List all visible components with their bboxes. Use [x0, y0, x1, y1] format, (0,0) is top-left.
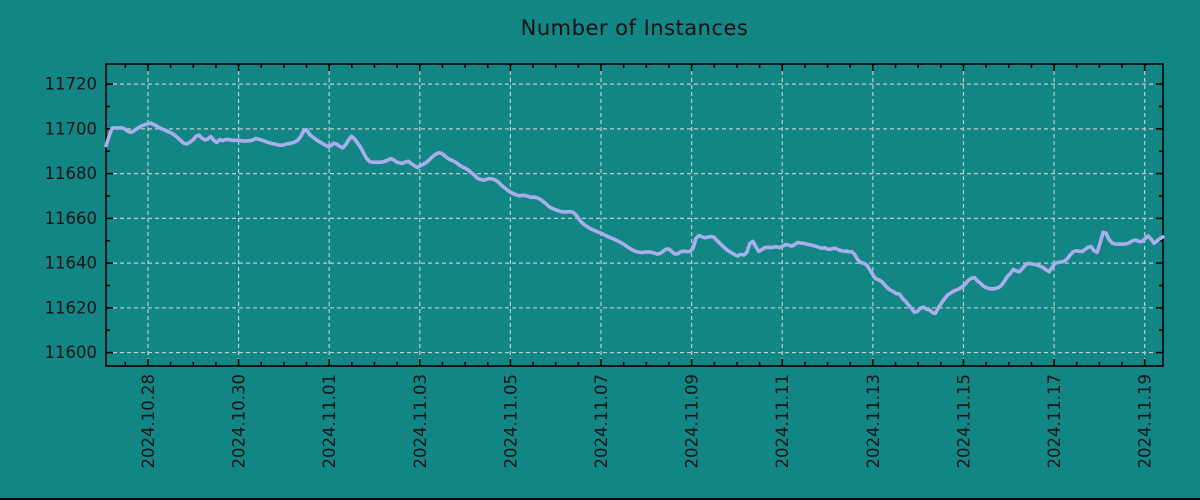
x-axis-tick-label: 2024.11.19: [1136, 374, 1155, 468]
chart-title: Number of Instances: [520, 16, 749, 40]
y-axis-tick-label: 11620: [45, 298, 98, 317]
data-line-instances: [104, 121, 1165, 316]
plot-border: [105, 63, 1164, 367]
x-axis-tick-label: 2024.11.05: [501, 374, 520, 468]
x-axis-tick-label: 2024.11.15: [954, 374, 973, 468]
x-axis-tick-label: 2024.11.11: [773, 374, 792, 468]
y-axis-tick-label: 11700: [45, 119, 98, 138]
x-axis-tick-label: 2024.11.17: [1045, 374, 1064, 468]
x-axis-tick-label: 2024.10.28: [139, 374, 158, 468]
x-axis-tick-label: 2024.11.03: [411, 374, 430, 468]
y-axis-tick-label: 11600: [45, 343, 98, 362]
window-edge-strip: [0, 498, 1200, 500]
x-axis-tick-label: 2024.11.09: [683, 374, 702, 468]
y-axis-tick-label: 11680: [45, 164, 98, 183]
y-axis-tick-label: 11640: [45, 254, 98, 273]
x-axis-tick-label: 2024.10.30: [230, 374, 249, 468]
x-axis-tick-label: 2024.11.01: [320, 374, 339, 468]
x-axis-tick-label: 2024.11.07: [592, 374, 611, 468]
y-axis-tick-label: 11660: [45, 209, 98, 228]
y-axis-tick-label: 11720: [45, 75, 98, 94]
x-axis-tick-label: 2024.11.13: [864, 374, 883, 468]
